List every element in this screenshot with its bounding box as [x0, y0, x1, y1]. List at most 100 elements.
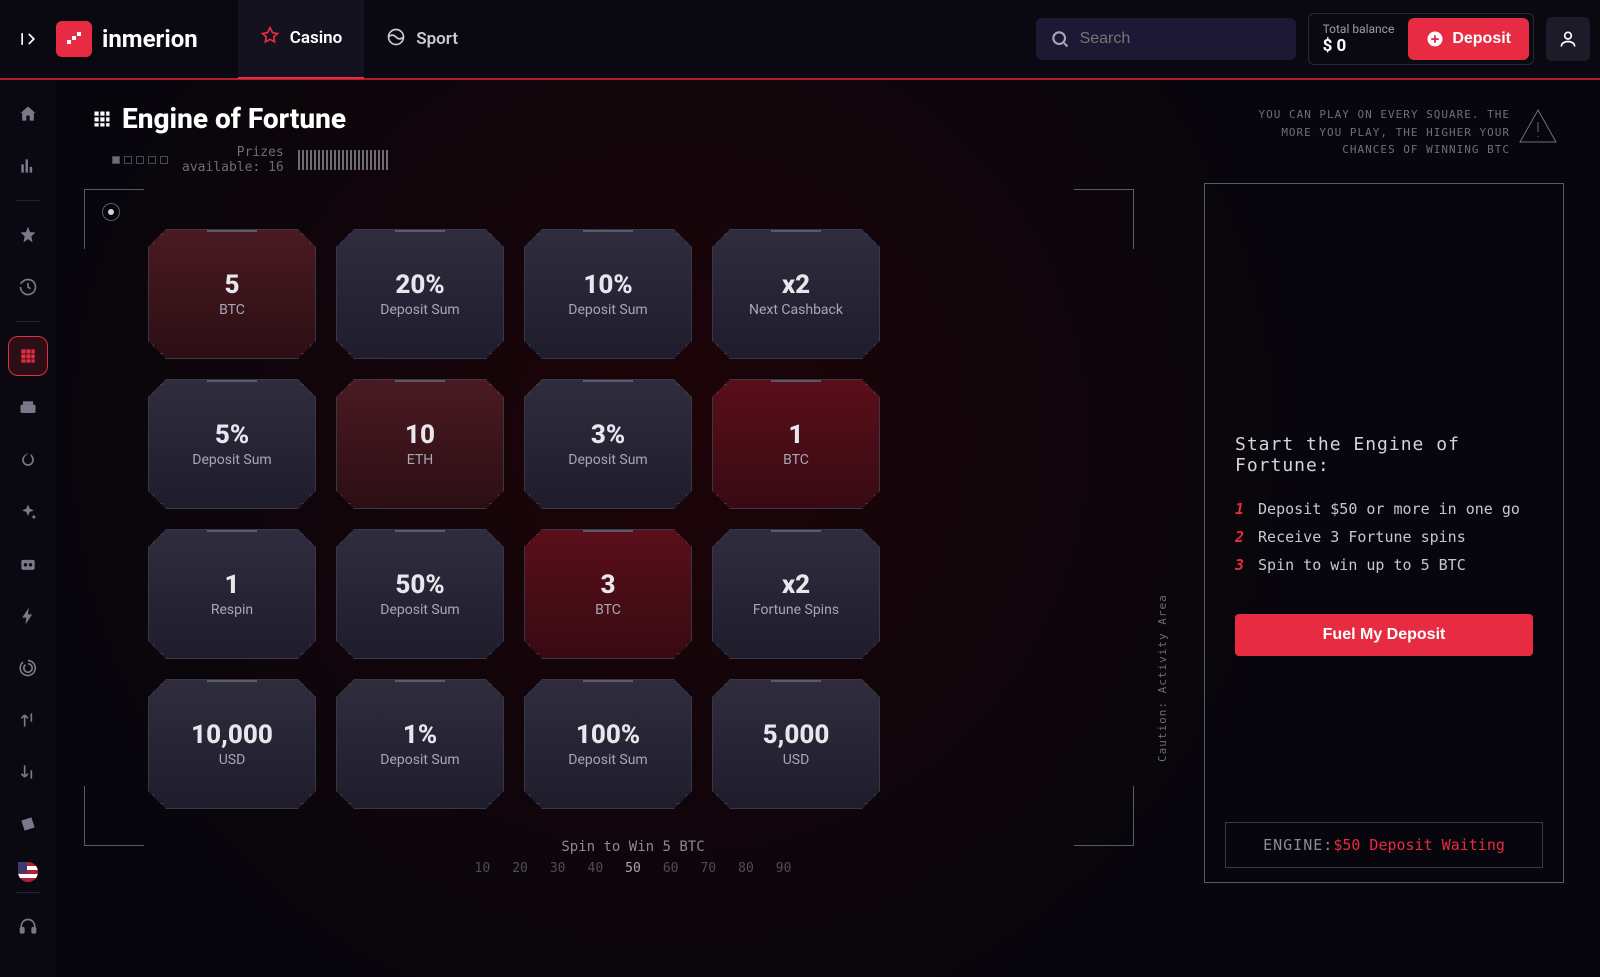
side-slots[interactable]: [8, 388, 48, 428]
search-icon: [1050, 29, 1070, 49]
content: Engine of Fortune YOU CAN PLAY ON EVERY …: [56, 80, 1600, 977]
grid-icon: [18, 346, 38, 366]
tile-sub: Deposit Sum: [192, 452, 271, 468]
engine-status: ENGINE: $50 Deposit Waiting: [1225, 822, 1543, 868]
tile-value: 20%: [395, 270, 444, 300]
tile-sub: ETH: [407, 452, 433, 468]
grid-title-icon: [92, 109, 112, 129]
side-down[interactable]: [8, 752, 48, 792]
prize-tile-5[interactable]: 10 ETH: [336, 379, 504, 509]
action-panel: Caution: Activity Area Start the Engine …: [1204, 183, 1564, 883]
side-up[interactable]: [8, 700, 48, 740]
topbar: inmerion Casino Sport Total balance $ 0: [0, 0, 1600, 80]
tile-value: 3: [601, 570, 616, 600]
user-icon: [1558, 29, 1578, 49]
prize-tile-14[interactable]: 100% Deposit Sum: [524, 679, 692, 809]
tile-value: 1: [225, 570, 240, 600]
plus-circle-icon: [1426, 30, 1444, 48]
tile-sub: Deposit Sum: [568, 752, 647, 768]
tile-value: x2: [782, 270, 810, 300]
jackpot-icon: [18, 554, 38, 574]
tile-sub: BTC: [595, 602, 621, 618]
slot-icon: [18, 398, 38, 418]
locale-flag[interactable]: [18, 862, 38, 882]
chart-icon: [18, 156, 38, 176]
tile-sub: Deposit Sum: [568, 452, 647, 468]
tile-value: 10,000: [191, 720, 273, 750]
prize-tile-6[interactable]: 3% Deposit Sum: [524, 379, 692, 509]
tile-sub: BTC: [783, 452, 809, 468]
side-stats[interactable]: [8, 146, 48, 186]
tile-value: 3%: [591, 420, 625, 450]
side-jackpot[interactable]: [8, 544, 48, 584]
balance-label: Total balance: [1323, 22, 1395, 36]
side-ticket[interactable]: [8, 804, 48, 844]
side-spin[interactable]: [8, 648, 48, 688]
tile-sub: USD: [783, 752, 810, 768]
tile-value: 50%: [395, 570, 444, 600]
prize-tile-12[interactable]: 10,000 USD: [148, 679, 316, 809]
side-history[interactable]: [8, 267, 48, 307]
tile-sub: USD: [219, 752, 246, 768]
tile-value: 10%: [583, 270, 632, 300]
steps-list: 1Deposit $50 or more in one go2Receive 3…: [1235, 500, 1533, 584]
casino-icon: [260, 26, 280, 51]
search-input[interactable]: [1080, 30, 1282, 48]
side-lightning[interactable]: [8, 596, 48, 636]
side-fortune[interactable]: [8, 336, 48, 376]
step-item: 1Deposit $50 or more in one go: [1235, 500, 1533, 518]
prize-tile-15[interactable]: 5,000 USD: [712, 679, 880, 809]
tile-value: 100%: [576, 720, 640, 750]
deposit-button[interactable]: Deposit: [1408, 18, 1529, 60]
meta-squares-icon: [112, 156, 168, 164]
prize-tile-13[interactable]: 1% Deposit Sum: [336, 679, 504, 809]
vert-label: Caution: Activity Area: [1156, 594, 1169, 762]
ruler: 102030405060708090: [92, 861, 1174, 876]
barcode-decoration: [298, 150, 388, 170]
prize-tile-2[interactable]: 10% Deposit Sum: [524, 229, 692, 359]
user-menu-button[interactable]: [1546, 17, 1590, 61]
prize-tile-0[interactable]: 5 BTC: [148, 229, 316, 359]
tile-sub: Deposit Sum: [380, 602, 459, 618]
tile-value: 5%: [215, 420, 249, 450]
tab-sport[interactable]: Sport: [364, 0, 480, 79]
prize-tile-1[interactable]: 20% Deposit Sum: [336, 229, 504, 359]
tile-sub: Deposit Sum: [380, 752, 459, 768]
side-support[interactable]: [8, 907, 48, 947]
star-icon: [18, 225, 38, 245]
spiral-icon: [18, 658, 38, 678]
tile-sub: Respin: [211, 602, 253, 618]
prize-tile-7[interactable]: 1 BTC: [712, 379, 880, 509]
home-icon: [18, 104, 38, 124]
bolt-icon: [18, 606, 38, 626]
prize-tile-8[interactable]: 1 Respin: [148, 529, 316, 659]
headset-icon: [18, 917, 38, 937]
side-favorites[interactable]: [8, 215, 48, 255]
side-hot[interactable]: [8, 440, 48, 480]
fuel-deposit-button[interactable]: Fuel My Deposit: [1235, 614, 1533, 656]
nav-tabs: Casino Sport: [238, 0, 480, 79]
info-text: YOU CAN PLAY ON EVERY SQUARE. THE MORE Y…: [1250, 106, 1510, 159]
spin-hint: Spin to Win 5 BTC: [92, 839, 1174, 855]
brand-name: inmerion: [102, 25, 198, 53]
prize-tile-11[interactable]: x2 Fortune Spins: [712, 529, 880, 659]
tile-sub: Next Cashback: [749, 302, 843, 318]
side-new[interactable]: [8, 492, 48, 532]
prize-tile-9[interactable]: 50% Deposit Sum: [336, 529, 504, 659]
step-item: 3Spin to win up to 5 BTC: [1235, 556, 1533, 574]
balance-box: Total balance $ 0 Deposit: [1308, 13, 1534, 65]
brand-logo[interactable]: inmerion: [56, 21, 198, 57]
prize-tile-3[interactable]: x2 Next Cashback: [712, 229, 880, 359]
history-icon: [18, 277, 38, 297]
prize-tile-4[interactable]: 5% Deposit Sum: [148, 379, 316, 509]
side-home[interactable]: [8, 94, 48, 134]
search-box[interactable]: [1036, 18, 1296, 60]
prize-board: 5 BTC 20% Deposit Sum 10% Deposit Sum x2…: [92, 183, 1174, 876]
prize-tile-10[interactable]: 3 BTC: [524, 529, 692, 659]
tile-sub: Deposit Sum: [568, 302, 647, 318]
arrow-down-icon: [18, 762, 38, 782]
tile-value: 1%: [403, 720, 437, 750]
expand-sidebar-button[interactable]: [10, 21, 46, 57]
tab-casino[interactable]: Casino: [238, 0, 365, 79]
panel-title: Start the Engine of Fortune:: [1235, 434, 1533, 476]
